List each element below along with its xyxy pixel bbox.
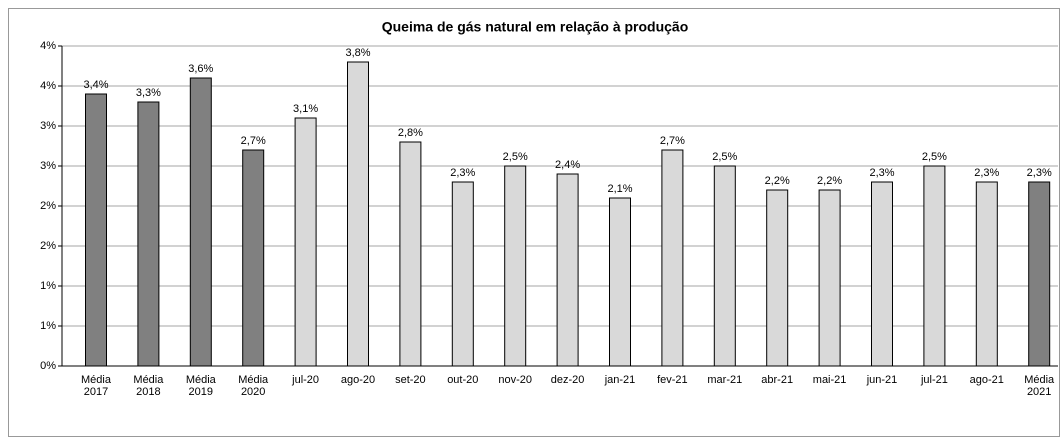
y-tick-label: 1% xyxy=(40,280,56,292)
x-tick-label: jun-21 xyxy=(866,374,898,386)
bar xyxy=(766,189,789,367)
value-label: 2,3% xyxy=(450,167,475,179)
y-tick-label: 2% xyxy=(40,200,56,212)
bar xyxy=(294,117,317,367)
value-label: 3,4% xyxy=(83,79,108,91)
x-tick-label: ago-20 xyxy=(340,374,376,386)
x-tick-label: Média 2017 xyxy=(81,374,111,398)
chart-frame xyxy=(8,8,1060,437)
bar xyxy=(399,141,422,367)
bar xyxy=(713,165,736,367)
x-tick-label: mai-21 xyxy=(812,374,847,386)
x-tick-label: Média 2018 xyxy=(133,374,164,398)
bar xyxy=(975,181,998,367)
x-tick-label: mar-21 xyxy=(707,374,743,386)
y-tick-label: 3% xyxy=(40,160,56,172)
bar xyxy=(609,197,631,367)
bar xyxy=(661,149,684,367)
value-label: 2,1% xyxy=(607,183,632,195)
x-tick-label: fev-21 xyxy=(657,374,688,386)
value-label: 3,8% xyxy=(345,47,370,59)
value-label: 2,2% xyxy=(817,175,842,187)
value-label: 2,5% xyxy=(712,151,737,163)
y-tick-label: 0% xyxy=(40,360,56,372)
value-label: 2,3% xyxy=(1027,167,1052,179)
bar xyxy=(189,77,212,367)
value-label: 3,1% xyxy=(293,103,318,115)
bar xyxy=(818,189,841,367)
bar xyxy=(451,181,474,367)
chart-title: Queima de gás natural em relação à produ… xyxy=(382,19,689,35)
x-tick-label: nov-20 xyxy=(498,374,532,386)
x-tick-label: Média 2021 xyxy=(1024,374,1055,398)
value-label: 2,5% xyxy=(503,151,528,163)
bar xyxy=(871,181,893,367)
x-tick-label: jul-21 xyxy=(920,374,948,386)
value-label: 3,3% xyxy=(136,87,161,99)
bar xyxy=(347,61,369,367)
value-label: 2,5% xyxy=(922,151,947,163)
y-tick-label: 4% xyxy=(40,40,56,52)
x-tick-label: Média 2020 xyxy=(238,374,269,398)
y-tick-label: 3% xyxy=(40,120,56,132)
value-label: 2,3% xyxy=(974,167,999,179)
x-tick-label: abr-21 xyxy=(761,374,794,386)
x-tick-label: set-20 xyxy=(395,374,426,386)
value-label: 2,8% xyxy=(398,127,423,139)
bar xyxy=(504,165,527,367)
bar xyxy=(556,173,579,367)
value-label: 2,2% xyxy=(765,175,790,187)
bar xyxy=(242,149,265,367)
x-tick-label: Média 2019 xyxy=(185,374,216,398)
value-label: 2,3% xyxy=(869,167,894,179)
value-label: 2,4% xyxy=(555,159,580,171)
x-tick-label: ago-21 xyxy=(969,374,1004,386)
x-tick-label: out-20 xyxy=(447,374,479,386)
x-tick-label: jul-20 xyxy=(292,374,320,386)
bar xyxy=(137,101,160,367)
value-label: 3,6% xyxy=(188,63,213,75)
x-tick-label: dez-20 xyxy=(550,374,585,386)
x-tick-label: jan-21 xyxy=(604,374,636,386)
y-tick-label: 1% xyxy=(40,320,56,332)
value-label: 2,7% xyxy=(241,135,266,147)
bar xyxy=(85,93,107,367)
value-label: 2,7% xyxy=(660,135,685,147)
bar xyxy=(923,165,946,367)
bar xyxy=(1028,181,1051,367)
y-tick-label: 2% xyxy=(40,240,56,252)
y-tick-label: 4% xyxy=(40,80,56,92)
